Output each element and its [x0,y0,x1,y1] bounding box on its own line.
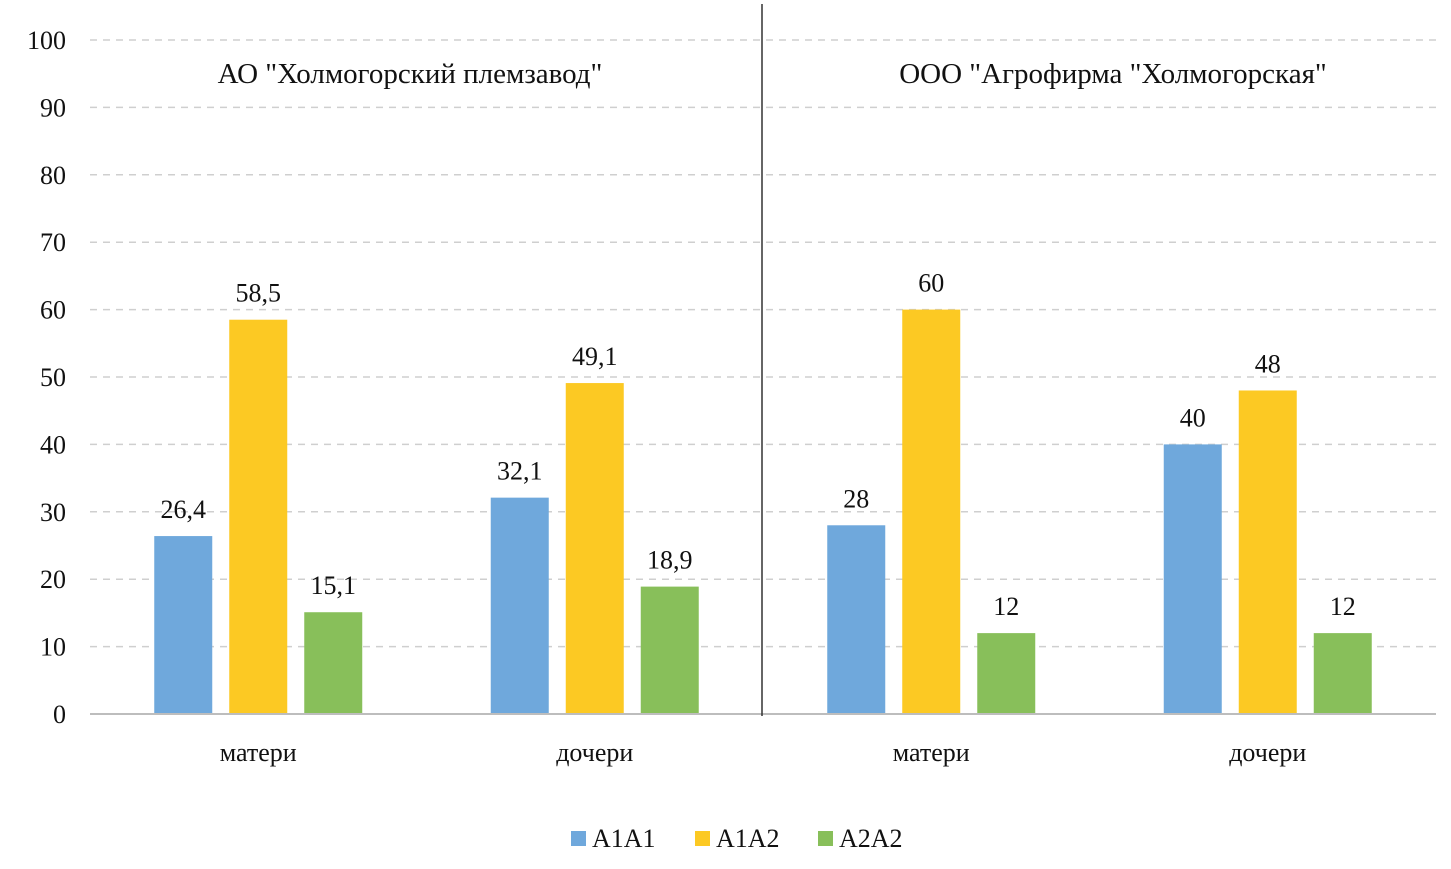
bar-a1a1 [1163,444,1222,714]
bar-a1a2 [902,309,961,714]
y-tick-label: 50 [40,363,66,392]
data-label: 60 [918,269,944,298]
data-labels: 26,4 58,5 15,1 32,1 49,1 18,9 28 60 12 40 48 12 [161,269,1356,622]
data-label: 40 [1180,403,1206,432]
legend-label: A2A2 [839,824,903,853]
bar-a2a2 [977,633,1036,714]
y-tick-label: 20 [40,565,66,594]
y-axis: 0 10 20 30 40 50 60 70 80 90 100 [27,26,66,729]
data-label: 28 [843,484,869,513]
grid-lines [90,39,1436,648]
bar-a1a1 [490,497,549,714]
data-label: 48 [1255,349,1281,378]
bar-a1a2 [229,319,288,714]
y-tick-label: 40 [40,430,66,459]
bar-a1a2 [1238,390,1297,714]
category-label: дочери [1229,738,1306,767]
bar-a2a2 [304,612,363,714]
legend-label: A1A2 [716,824,780,853]
category-label: матери [220,738,297,767]
y-tick-label: 70 [40,228,66,257]
legend-swatch-a1a2 [695,831,710,846]
legend-swatch-a2a2 [818,831,833,846]
data-label: 18,9 [647,546,693,575]
legend-swatch-a1a1 [571,831,586,846]
data-label: 12 [993,592,1019,621]
data-label: 32,1 [497,457,543,486]
bar-a2a2 [640,586,699,714]
panel-title-right: ООО "Агрофирма "Холмогорская" [899,58,1327,90]
x-axis: матери дочери матери дочери [90,713,1436,767]
bar-a2a2 [1313,633,1372,714]
category-label: дочери [556,738,633,767]
y-tick-label: 60 [40,296,66,325]
bar-a1a1 [154,536,213,714]
legend: A1A1 A1A2 A2A2 [571,824,903,853]
y-tick-label: 30 [40,498,66,527]
panel-title-left: АО "Холмогорский племзавод" [218,58,603,90]
y-tick-label: 0 [53,700,66,729]
y-tick-label: 90 [40,93,66,122]
data-label: 26,4 [161,495,207,524]
data-label: 15,1 [311,571,357,600]
bar-a1a1 [827,525,886,714]
y-tick-label: 80 [40,161,66,190]
bar-a1a2 [565,383,624,714]
y-tick-label: 100 [27,26,66,55]
category-label: матери [893,738,970,767]
data-label: 49,1 [572,342,618,371]
bars [154,309,1372,714]
data-label: 12 [1330,592,1356,621]
legend-label: A1A1 [592,824,656,853]
y-tick-label: 10 [40,633,66,662]
data-label: 58,5 [236,279,282,308]
